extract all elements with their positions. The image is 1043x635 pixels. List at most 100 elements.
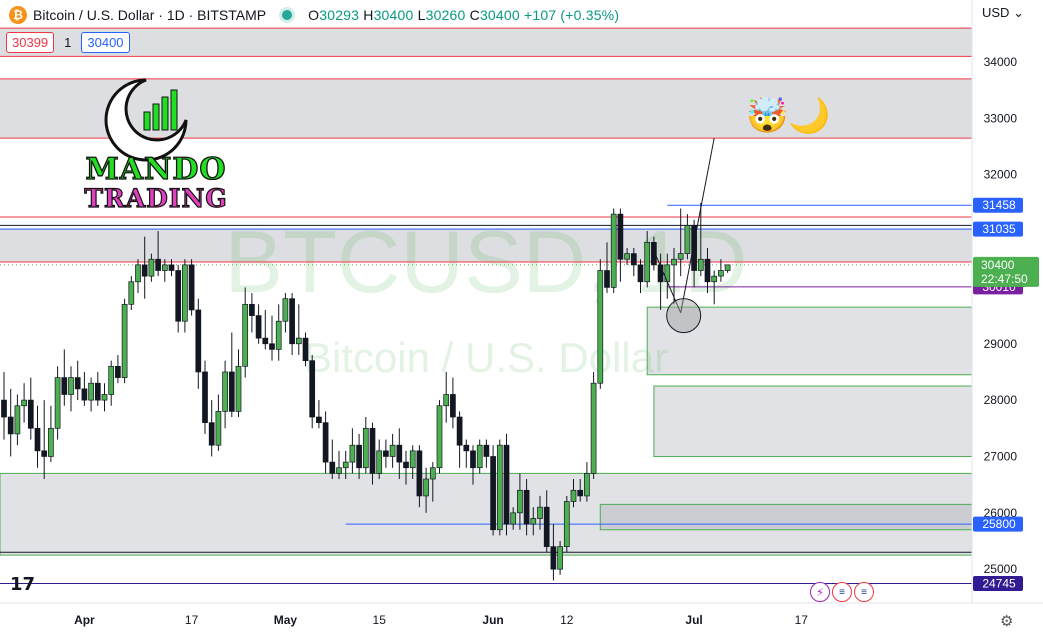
candle-body [74,377,81,390]
logo-text-trading: TRADING [84,183,228,213]
quantity[interactable]: 1 [64,35,72,50]
candle-body [262,337,269,345]
candle-body [684,225,691,254]
candle-body [329,461,336,474]
level-price-label: 31458 [982,198,1016,212]
last-price-label: 30400 [981,258,1015,272]
candle-body [195,309,202,373]
candle-body [289,298,295,345]
events-bar: ⚡ ≡ ≡ [810,582,876,602]
trade-panel: 30399 1 30400 [6,32,130,53]
candle-body [610,213,617,288]
level-price-label-bg [973,576,1023,592]
candle-body [557,546,563,570]
sell-button[interactable]: 30399 [6,32,55,53]
candle-body [148,258,155,277]
candle-body [570,489,577,502]
candle-body [517,489,523,514]
candle-body [228,371,235,412]
time-tick-label: 15 [373,613,387,627]
candle-body [604,270,610,288]
candle-body [597,270,604,384]
price-tick-label: 34000 [984,55,1018,69]
candle-body [671,258,677,266]
candle-body [456,416,463,446]
candle-body [470,450,476,469]
candle-body [349,444,356,463]
candle-body [530,518,537,525]
candle-body [724,264,731,271]
candle-body [376,450,383,474]
candle-body [476,444,483,469]
candles-layer [1,202,731,581]
candle-body [108,365,115,395]
candle-body [336,467,342,474]
us-flag-icon[interactable]: ≡ [854,582,874,602]
candle-body [550,546,557,570]
candle-body [255,315,262,339]
time-axis[interactable]: Apr 17 May 15 Jun 12 Jul 17 [74,613,808,627]
level-price-label: 24745 [982,577,1016,591]
time-tick-label: 17 [185,613,199,627]
currency-label: USD [982,5,1010,20]
candle-body [88,382,94,401]
market-status-icon[interactable] [282,10,293,20]
price-tick-label: 28000 [984,393,1018,407]
low-value: 30260 [425,7,466,23]
candle-body [691,225,697,271]
countdown-label: 22:47:50 [981,272,1028,286]
candle-body [704,258,711,283]
candle-body [215,411,222,446]
candle-body [577,489,584,497]
close-label: C [469,7,480,23]
annotation-line [653,250,682,313]
logo-text-mando: MANDO [85,151,227,187]
dividend-lightning-icon[interactable]: ⚡ [810,582,830,602]
candle-body [68,377,74,395]
price-tick-label: 29000 [984,337,1018,351]
currency-selector[interactable]: USD ⌄ [982,5,1024,21]
settings-gear-icon[interactable]: ⚙ [1000,613,1014,630]
candle-body [563,501,570,547]
us-flag-icon[interactable]: ≡ [832,582,852,602]
price-zone [0,28,972,57]
logo-bar-2 [152,103,160,131]
candle-body [101,394,108,401]
candle-body [161,264,168,271]
time-tick-label: Apr [74,613,95,627]
candle-body [81,388,88,401]
low-label: L [417,7,426,23]
price-zone [0,472,973,556]
candle-body [14,405,21,435]
candle-body [7,416,14,435]
candle-body [664,264,671,283]
price-axis[interactable]: 2500026000270002800029000300003100032000… [984,55,1018,576]
price-tick-label: 33000 [984,111,1018,125]
buy-button[interactable]: 30400 [81,32,130,53]
candle-body [54,377,61,429]
annotation-line [680,137,715,313]
candle-body [356,444,362,469]
candle-body [21,399,27,407]
candle-body [416,450,423,497]
candle-body [48,427,54,457]
candle-body [463,444,470,452]
chevron-down-icon: ⌄ [1013,5,1024,20]
tradingview-logo-icon[interactable]: 𝟭𝟳 [10,574,36,594]
time-tick-label: Jul [685,613,702,627]
candle-body [242,303,249,367]
candle-body [202,371,208,424]
logo-bar-1 [143,111,151,131]
candle-body [295,337,302,345]
candle-body [483,444,490,457]
candle-body [275,320,282,350]
symbol-title[interactable]: Bitcoin / U.S. Dollar · 1D · BITSTAMP [33,7,267,23]
candle-body [188,264,195,311]
candle-body [510,512,517,525]
candle-body [403,461,409,469]
price-zone [653,385,973,457]
candle-body [450,394,456,418]
candle-body [135,264,141,283]
candle-body [644,241,651,283]
